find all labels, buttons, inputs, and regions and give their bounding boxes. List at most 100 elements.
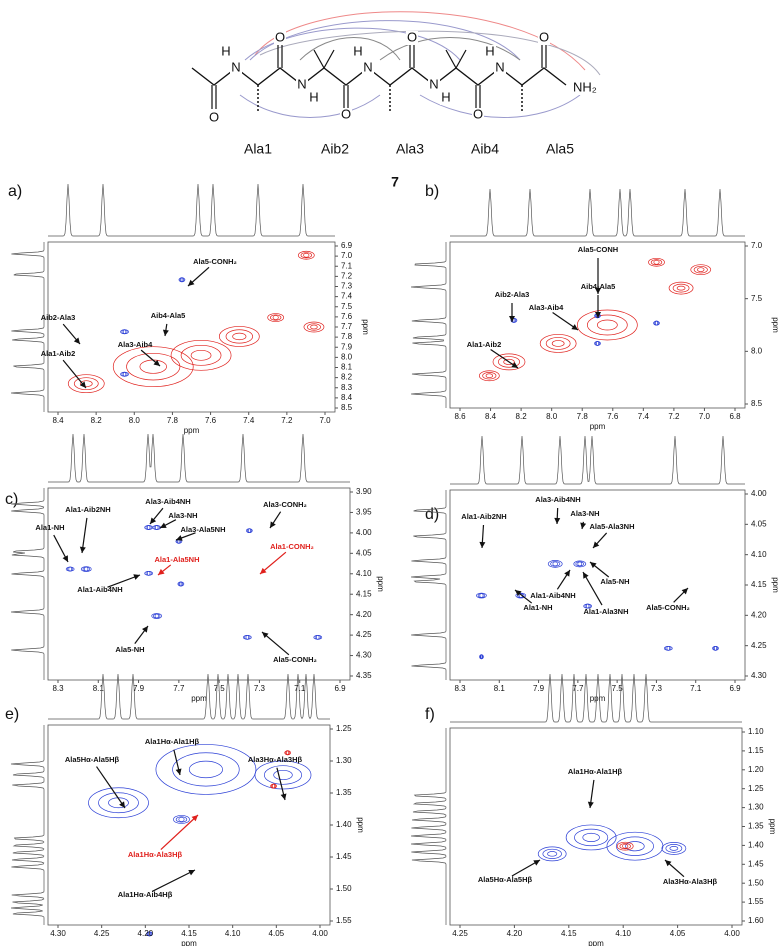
y-tick-label: 4.15 <box>751 580 767 589</box>
cross-peak <box>714 645 717 651</box>
x-tick-label: 4.15 <box>561 929 577 938</box>
annotation: Ala5-Ala3NH <box>589 522 634 531</box>
x-tick-label: 4.00 <box>312 929 328 938</box>
left-spectrum <box>411 728 447 925</box>
plot-frame <box>47 241 336 413</box>
y-tick-label: 4.30 <box>751 671 767 680</box>
y-tick-label: 4.10 <box>356 569 372 578</box>
x-tick-label: 8.6 <box>454 412 466 421</box>
cross-peak <box>121 371 128 377</box>
annotation: Ala1-Aib2NH <box>461 512 506 521</box>
residue-label: Ala3 <box>396 141 424 157</box>
cross-peak <box>180 277 184 283</box>
annotation: Ala1-Ala3NH <box>583 607 628 616</box>
arrow-head <box>479 541 486 548</box>
arrow-head <box>583 572 589 579</box>
atom-bg <box>208 111 220 125</box>
arrow-head <box>162 329 169 336</box>
x-tick-label: 4.05 <box>670 929 686 938</box>
x-tick-label: 7.2 <box>281 416 293 425</box>
cross-peak <box>188 760 223 779</box>
annotation: Ala3-NH <box>168 511 197 520</box>
arrow-head <box>554 517 561 524</box>
atom-label: H <box>221 43 230 58</box>
y-tick-label: 8.5 <box>751 399 763 408</box>
cross-peak <box>552 561 558 567</box>
x-tick-label: 8.1 <box>93 684 105 693</box>
cross-peak <box>67 566 74 572</box>
cross-peak <box>585 603 590 609</box>
cross-peak <box>596 341 599 346</box>
y-tick-label: 1.20 <box>748 765 764 774</box>
y-tick-label: 7.9 <box>341 342 353 351</box>
y-tick-label: 7.0 <box>341 251 353 260</box>
y-tick-label: 8.3 <box>341 383 353 392</box>
compound-number: 7 <box>391 174 399 190</box>
cross-peak <box>310 324 318 330</box>
cross-peak <box>154 613 159 619</box>
atom-label: O <box>407 29 417 44</box>
cross-peak <box>225 329 254 344</box>
annotation: Ala5Hα-Ala5Hβ <box>65 755 120 764</box>
x-tick-label: 8.2 <box>91 416 103 425</box>
panel-label: c) <box>5 491 18 508</box>
cross-peak <box>476 592 487 599</box>
arrow-head <box>79 381 86 388</box>
y-tick-label: 7.5 <box>751 294 763 303</box>
annotation: Ala5-NH <box>115 645 144 654</box>
y-tick-label: 4.20 <box>751 610 767 619</box>
y-tick-label: 4.25 <box>356 630 372 639</box>
atom-label: N <box>297 76 306 91</box>
cross-peak <box>179 581 183 587</box>
arrow-head <box>593 541 600 548</box>
x-tick-label: 6.9 <box>729 684 741 693</box>
cross-peak <box>178 581 184 587</box>
atom-label: O <box>539 29 549 44</box>
cross-peak <box>550 561 561 567</box>
y-tick-label: 7.6 <box>341 312 353 321</box>
cross-peak <box>586 314 628 336</box>
atom-label: O <box>209 109 219 124</box>
arrow-head <box>665 860 672 867</box>
x-tick-label: 7.5 <box>612 684 624 693</box>
arrow-head <box>175 768 182 775</box>
annotation: Ala1Hα-Ala1Hβ <box>145 737 200 746</box>
cross-peak <box>672 283 690 293</box>
y-tick-label: 4.00 <box>751 489 767 498</box>
y-tick-label: 7.1 <box>341 261 353 270</box>
x-axis-label: ppm <box>181 939 197 946</box>
x-tick-label: 4.00 <box>724 929 740 938</box>
annotation: Aib4-Ala5 <box>151 311 186 320</box>
y-tick-label: 7.5 <box>341 302 353 311</box>
top-spectrum <box>48 433 350 483</box>
annotation: Ala1Hα-Aib4Hβ <box>118 890 173 899</box>
cross-peak <box>246 528 252 534</box>
cross-peak <box>67 374 105 394</box>
arrow-head <box>160 522 167 528</box>
cross-peak <box>666 645 670 651</box>
x-axis-label: ppm <box>590 694 606 703</box>
y-axis-label: ppm <box>361 319 370 335</box>
arrow-head <box>595 312 601 318</box>
x-tick-label: 7.3 <box>651 684 663 693</box>
methyl <box>323 49 335 69</box>
arrow-head <box>188 279 195 286</box>
y-tick-label: 1.45 <box>336 852 352 861</box>
residue-label: Ala5 <box>546 141 574 157</box>
x-tick-label: 8.3 <box>52 684 64 693</box>
annotation: Ala5-CONH₂ <box>193 257 237 266</box>
x-tick-label: 8.3 <box>454 684 466 693</box>
cross-peak <box>170 339 232 371</box>
arrow-head <box>119 801 125 808</box>
residue-label: Aib2 <box>321 141 349 157</box>
x-tick-label: 7.0 <box>699 412 711 421</box>
cross-peak <box>653 259 660 265</box>
x-tick-label: 7.6 <box>607 412 619 421</box>
cross-peak <box>263 765 303 785</box>
annotation: Ala1-CONH₂ <box>270 542 314 551</box>
y-tick-label: 4.25 <box>751 641 767 650</box>
annotation: Ala3-NH <box>570 509 599 518</box>
cross-peak <box>155 744 257 795</box>
arc <box>259 30 601 76</box>
cross-peak <box>573 560 587 568</box>
